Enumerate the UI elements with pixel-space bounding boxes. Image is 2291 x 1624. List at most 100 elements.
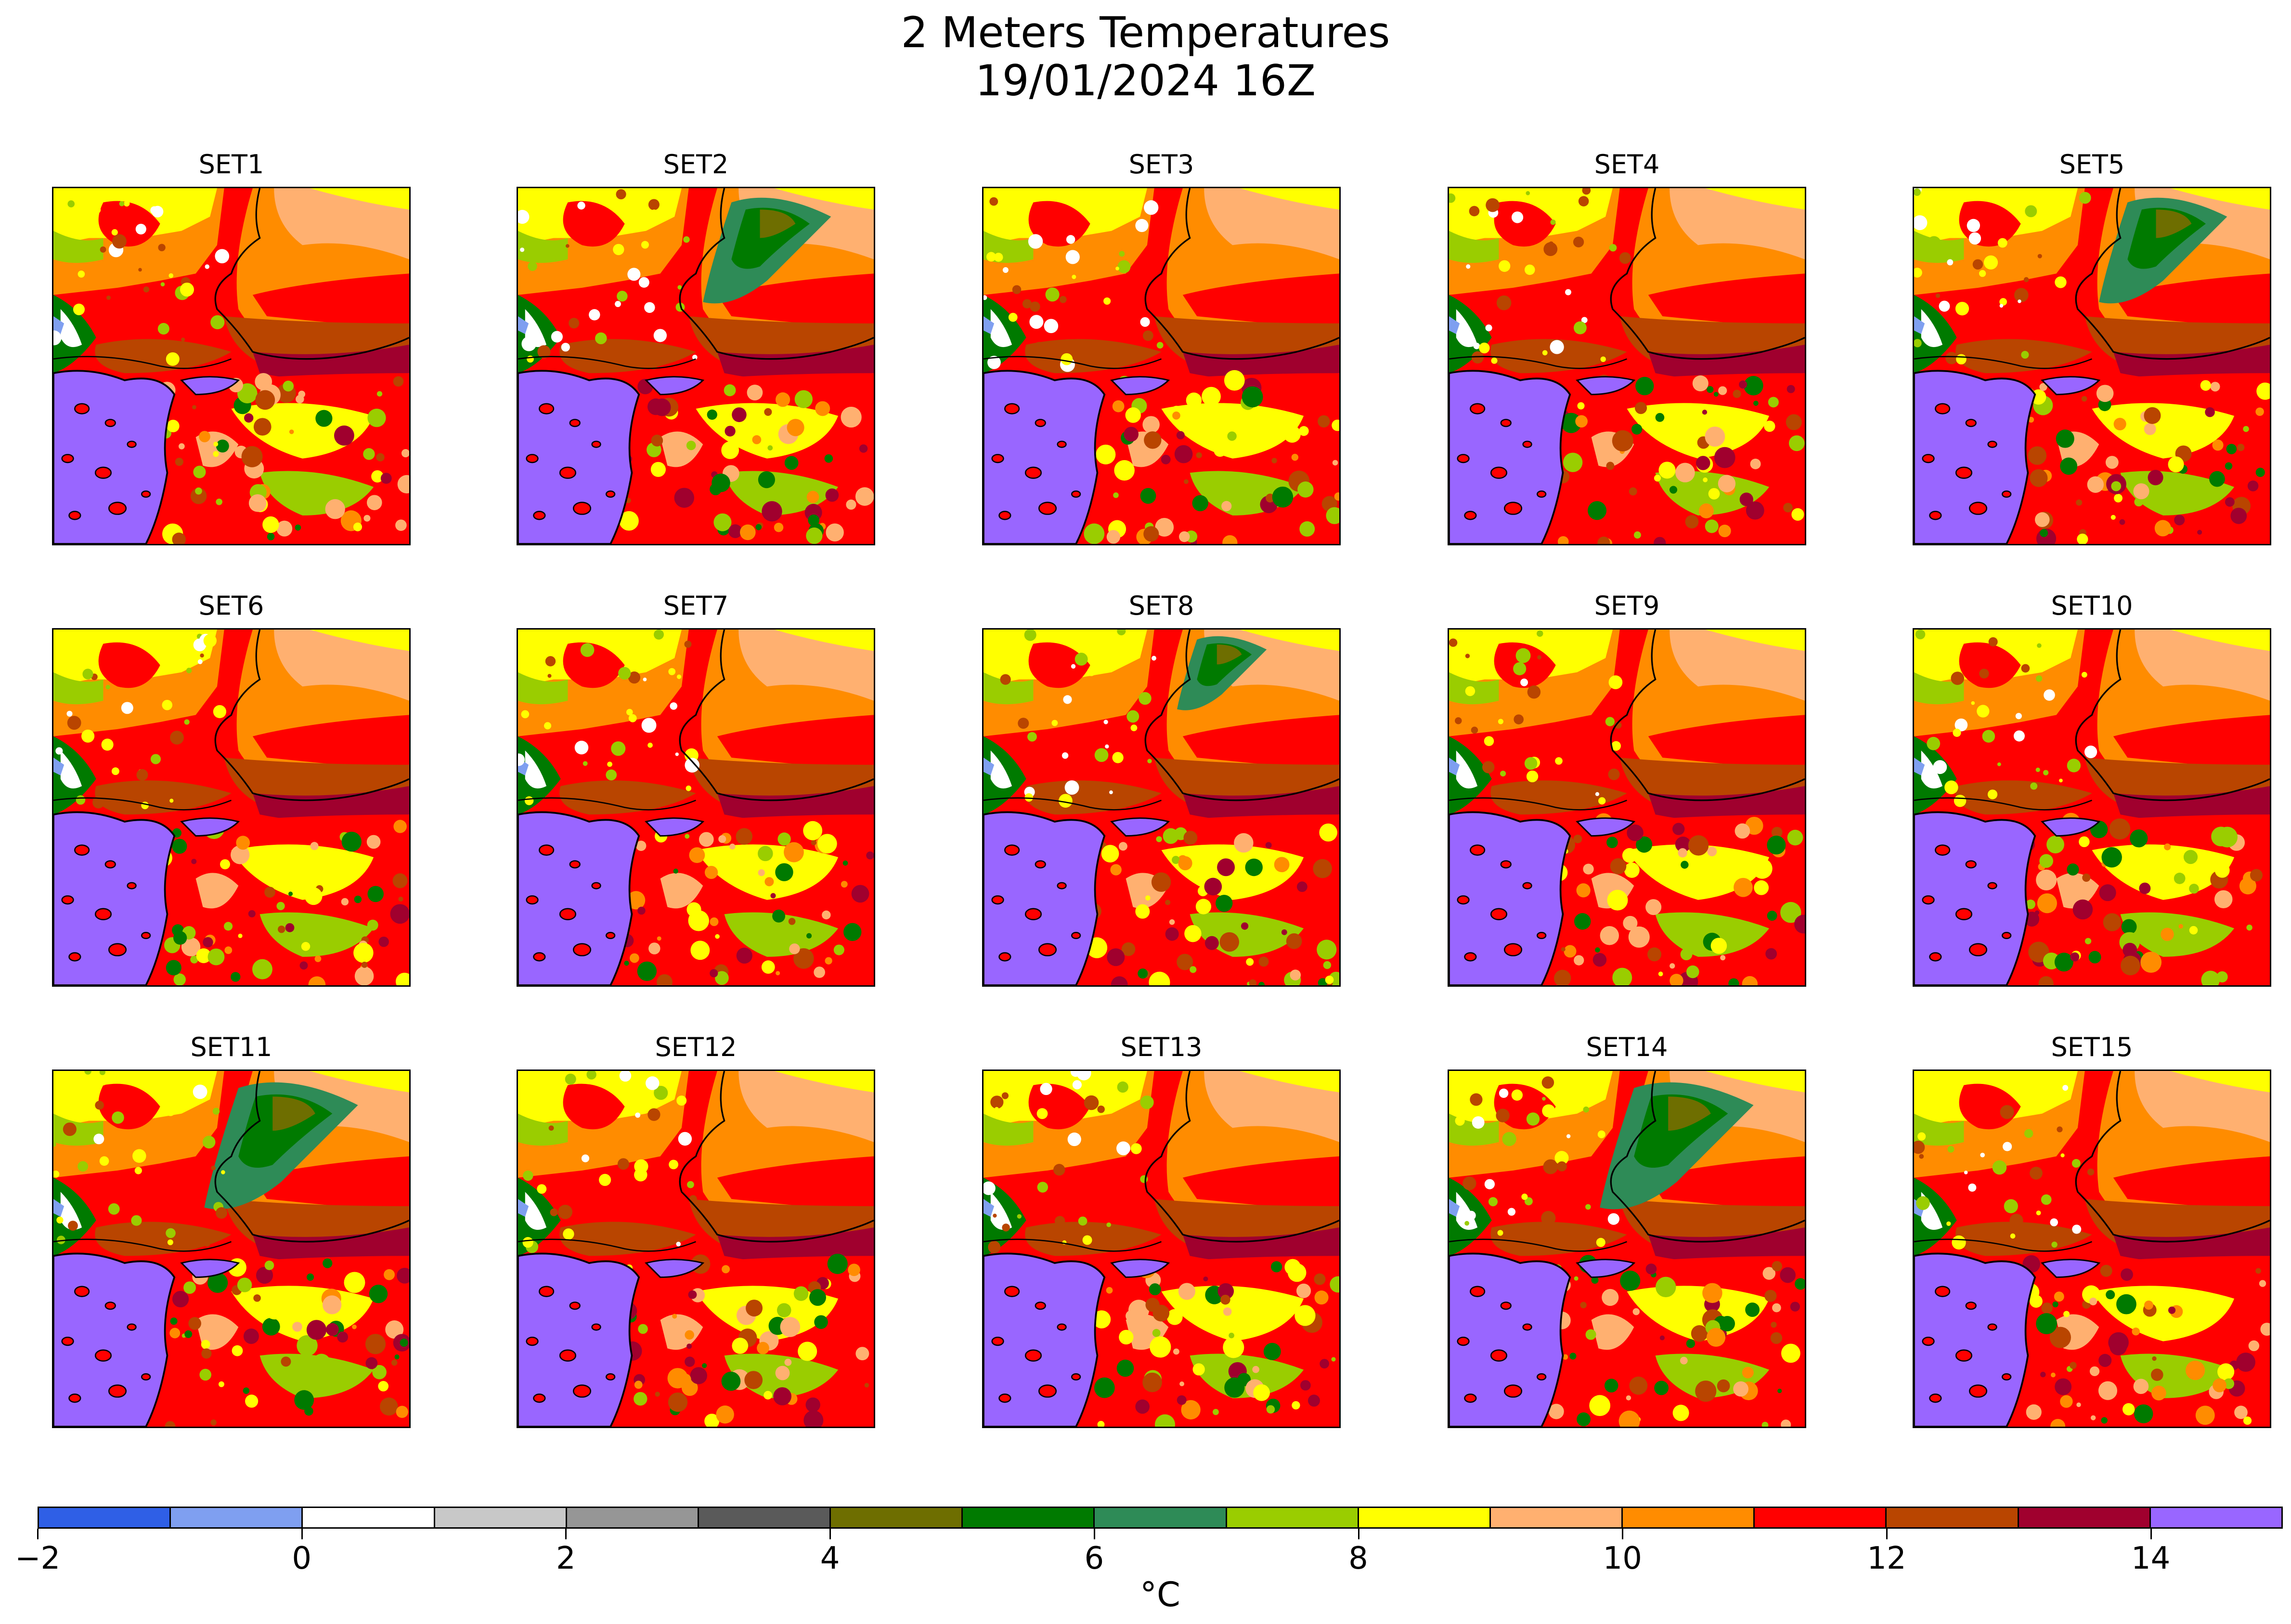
- south-mild: [231, 844, 374, 900]
- east-yellow: [1240, 1071, 1339, 1093]
- island: [127, 440, 137, 448]
- island: [108, 502, 127, 515]
- central-brown: [559, 1222, 696, 1256]
- island: [1929, 952, 1942, 962]
- island: [533, 1393, 546, 1403]
- south-peach: [195, 873, 239, 909]
- west-snow: [525, 1192, 547, 1230]
- island: [1522, 1323, 1532, 1331]
- island: [1968, 943, 1988, 956]
- colorbar-tick-label: 4: [820, 1541, 840, 1576]
- temperature-map-panel: [52, 187, 411, 545]
- marmara-sea: [2041, 817, 2101, 837]
- island: [539, 1286, 555, 1297]
- east-yellow: [2170, 630, 2270, 651]
- east-yellow: [774, 1071, 874, 1093]
- island: [2001, 932, 2012, 940]
- north-mild-patch: [53, 1113, 104, 1146]
- colorbar-segment: [39, 1508, 171, 1527]
- border-line: [1914, 797, 2092, 811]
- south-mild: [1627, 844, 1770, 900]
- south-peach: [660, 1314, 703, 1350]
- coast-maroon: [717, 786, 874, 824]
- east-peach: [738, 630, 874, 701]
- east-peach: [738, 1071, 874, 1142]
- island: [1987, 440, 1997, 448]
- border-line: [984, 797, 1162, 811]
- temperature-map: [1449, 630, 1805, 985]
- west-cold: [1449, 316, 1460, 334]
- colorbar-tick-label: 14: [2131, 1541, 2171, 1576]
- south-peach: [1591, 1314, 1634, 1350]
- east-red-band: [1182, 715, 1339, 772]
- north-warm-patch: [563, 201, 625, 247]
- temperature-map: [53, 630, 409, 985]
- island: [1929, 1393, 1942, 1403]
- colorbar-tick-label: 0: [292, 1541, 312, 1576]
- island: [1035, 419, 1046, 427]
- island: [2001, 1373, 2012, 1381]
- east-yellow: [310, 1071, 409, 1093]
- border-line: [1449, 356, 1627, 369]
- island: [1038, 1384, 1057, 1398]
- east-peach: [1204, 188, 1339, 259]
- temperature-map: [984, 630, 1339, 985]
- east-yellow: [1705, 188, 1805, 210]
- panel-title: SET4: [1594, 149, 1660, 180]
- temperature-map: [1914, 630, 2270, 985]
- north-warm-patch: [98, 642, 160, 688]
- island: [1035, 860, 1046, 869]
- marmara-sea: [1110, 376, 1170, 396]
- island: [68, 511, 81, 520]
- border-line: [53, 1238, 232, 1252]
- east-peach: [2135, 630, 2270, 701]
- island: [141, 490, 151, 498]
- figure-title: 2 Meters Temperatures 19/01/2024 16Z: [0, 9, 2291, 105]
- temperature-map-panel: [52, 1070, 411, 1428]
- north-mild-patch: [518, 231, 568, 263]
- island: [591, 1323, 601, 1331]
- north-warm-patch: [563, 642, 625, 688]
- island: [533, 511, 546, 520]
- coast-maroon: [717, 345, 874, 383]
- central-brown: [95, 1222, 232, 1256]
- island: [1071, 1373, 1081, 1381]
- island: [559, 908, 577, 920]
- south-land: [1080, 1256, 1339, 1427]
- panel-title: SET10: [2051, 591, 2133, 621]
- marmara-sea: [645, 817, 705, 837]
- island: [998, 511, 1011, 520]
- central-brown: [1490, 339, 1627, 374]
- border-line: [984, 356, 1162, 369]
- coast-maroon: [2113, 786, 2270, 824]
- coastline: [1144, 188, 1339, 360]
- west-snow: [1456, 309, 1478, 348]
- panel-title: SET13: [1120, 1032, 1203, 1062]
- cold-intrusion: [703, 197, 831, 304]
- panel-title: SET12: [655, 1032, 737, 1062]
- east-yellow: [1240, 630, 1339, 651]
- panel-title: SET2: [663, 149, 729, 180]
- island: [1035, 1302, 1046, 1310]
- island: [991, 895, 1004, 905]
- colorbar-segment: [1095, 1508, 1227, 1527]
- temperature-map: [1449, 1071, 1805, 1427]
- island: [1024, 1349, 1042, 1362]
- colorbar-tick-mark: [1886, 1529, 1888, 1539]
- colorbar-tick-label: 12: [1867, 1541, 1906, 1576]
- temperature-map: [518, 1071, 874, 1427]
- coastline: [2075, 1071, 2270, 1243]
- island: [539, 403, 555, 414]
- island: [526, 454, 539, 464]
- panel-title: SET14: [1586, 1032, 1668, 1062]
- west-snow: [525, 750, 547, 789]
- island: [1464, 952, 1477, 962]
- south-mild: [1161, 403, 1304, 459]
- island: [526, 1337, 539, 1346]
- island: [74, 1286, 90, 1297]
- north-warm-patch: [1959, 642, 2021, 688]
- colorbar-segment: [303, 1508, 435, 1527]
- island: [1968, 502, 1988, 515]
- west-snow: [1456, 1192, 1478, 1230]
- west-cold: [518, 316, 529, 334]
